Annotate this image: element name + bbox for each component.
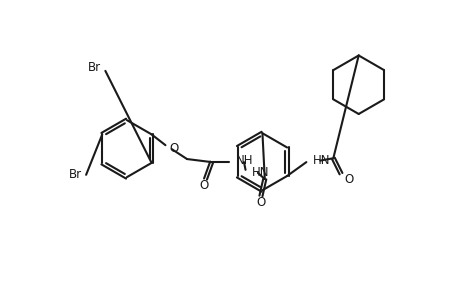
Text: O: O [199,179,208,192]
Text: O: O [169,142,179,155]
Text: HN: HN [252,166,269,179]
Text: NH: NH [236,154,254,167]
Text: O: O [256,196,266,209]
Text: Br: Br [69,168,82,181]
Text: O: O [345,173,354,186]
Text: Br: Br [88,61,101,74]
Text: HN: HN [312,154,330,167]
